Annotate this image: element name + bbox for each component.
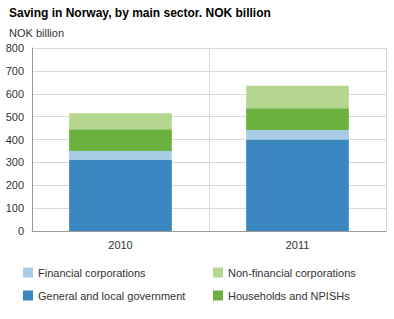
svg-text:NOK billion: NOK billion (9, 27, 64, 39)
svg-text:2011: 2011 (286, 239, 310, 251)
svg-text:Non-financial corporations: Non-financial corporations (228, 267, 356, 279)
svg-text:600: 600 (6, 88, 24, 100)
svg-text:100: 100 (6, 202, 24, 214)
svg-text:Financial corporations: Financial corporations (38, 267, 146, 279)
svg-text:400: 400 (6, 134, 24, 146)
svg-text:800: 800 (6, 42, 24, 54)
svg-text:700: 700 (6, 65, 24, 77)
svg-text:2010: 2010 (108, 239, 132, 251)
svg-text:200: 200 (6, 179, 24, 191)
svg-text:500: 500 (6, 111, 24, 123)
svg-text:General and local government: General and local government (38, 290, 185, 302)
svg-text:Saving in Norway, by main sect: Saving in Norway, by main sector. NOK bi… (9, 6, 271, 20)
svg-text:300: 300 (6, 156, 24, 168)
svg-text:0: 0 (18, 225, 24, 237)
svg-text:Households and NPISHs: Households and NPISHs (228, 290, 350, 302)
